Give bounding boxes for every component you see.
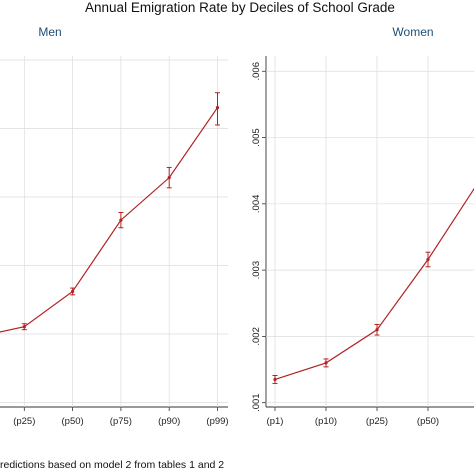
series-line — [274, 187, 474, 381]
x-tick-label: (p99) — [206, 416, 228, 427]
data-point — [273, 377, 277, 382]
panel-women: Women .001 .002 .003 .004 .005 .006 (p1) (p10) (p… — [251, 25, 474, 427]
y-tick-label: .004 — [251, 195, 262, 214]
data-point — [324, 361, 328, 365]
y-tick-label: .002 — [251, 327, 262, 346]
chart-note: redictions based on model 2 from tables … — [0, 459, 224, 471]
x-tick-label: (p25) — [13, 416, 35, 427]
data-point — [215, 105, 220, 110]
data-point — [167, 176, 171, 180]
y-tick-label: .006 — [251, 62, 262, 81]
x-tick-label: (p90) — [158, 416, 180, 427]
y-tick-label: .003 — [251, 261, 262, 280]
x-tick-label: (p50) — [62, 416, 84, 427]
panel-men: Men (p25) (p50) (p75) (p90) (p99) — [0, 25, 229, 427]
x-tick-label: (p1) — [267, 416, 284, 427]
data-point — [426, 257, 430, 262]
x-tick-label: (p25) — [366, 416, 388, 427]
panel-title: Men — [38, 25, 61, 39]
data-point — [375, 328, 379, 332]
x-tick-label: (p75) — [110, 416, 132, 427]
panel-title: Women — [392, 25, 433, 39]
data-point — [119, 218, 123, 222]
chart-title: Annual Emigration Rate by Deciles of Sch… — [85, 0, 395, 15]
y-tick-label: .001 — [251, 393, 262, 412]
data-point — [71, 289, 75, 294]
y-tick-label: .005 — [251, 128, 262, 147]
data-point — [22, 325, 26, 329]
x-tick-label: (p10) — [315, 416, 337, 427]
series-line — [0, 107, 218, 333]
x-tick-label: (p50) — [417, 416, 439, 427]
